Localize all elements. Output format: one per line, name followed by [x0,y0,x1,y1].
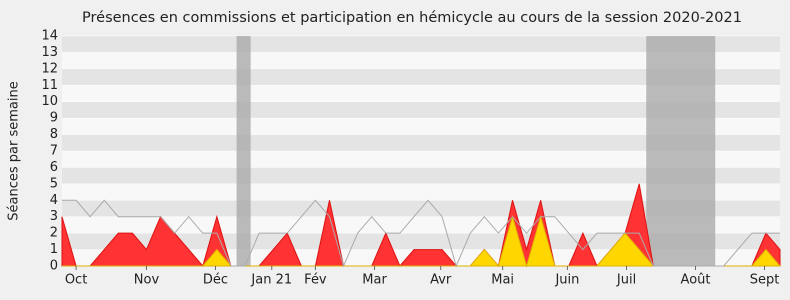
y-tick-label: 7 [50,144,58,159]
y-tick-label: 2 [50,226,58,241]
x-tick-label: Sept [750,273,780,288]
vacation-band [236,36,251,266]
y-tick-label: 1 [50,242,58,257]
y-tick-label: 3 [50,209,58,224]
y-tick-label: 11 [41,78,58,93]
x-tick-label: Avr [430,273,452,288]
y-tick-label: 14 [41,29,58,44]
y-tick-label: 5 [50,176,58,191]
y-tick-label: 4 [50,193,58,208]
x-tick-label: Déc [203,273,228,288]
x-tick-label: Juil [616,273,636,288]
x-tick-label: Oct [65,273,87,288]
x-tick-label: Fév [304,273,327,288]
x-tick-label: Août [681,273,711,288]
chart-title: Présences en commissions et participatio… [82,10,742,26]
x-tick-label: Nov [134,273,160,288]
y-tick-label: 13 [41,45,58,60]
x-tick-label: Juin [554,273,579,288]
y-tick-label: 12 [41,61,58,76]
y-tick-label: 9 [50,111,58,126]
y-axis-label: Séances par semaine [7,81,22,220]
line [62,199,780,268]
y-tick-label: 8 [50,127,58,142]
y-tick-label: 10 [41,94,58,109]
x-tick-label: Jan 21 [250,273,292,288]
y-tick-label: 0 [50,259,58,274]
x-tick-label: Mar [362,273,387,288]
x-tick-label: Mai [491,273,514,288]
vacation-band [646,36,716,266]
y-tick-label: 6 [50,160,58,175]
